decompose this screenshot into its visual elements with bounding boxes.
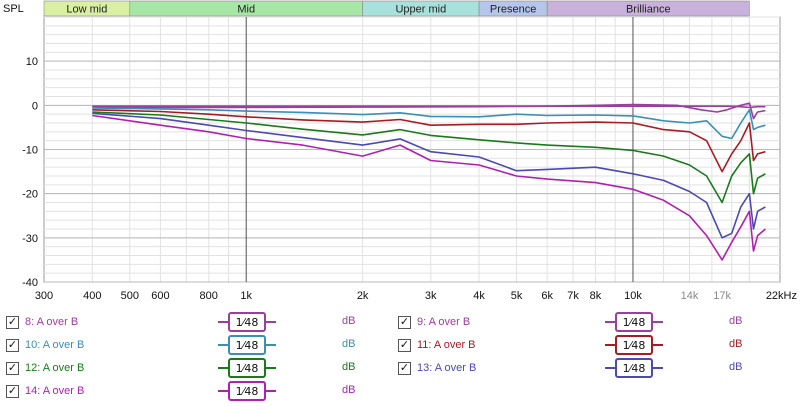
series-line-13	[92, 112, 766, 239]
smoothing-wire	[218, 344, 228, 346]
unit-label: dB	[729, 315, 743, 327]
series-line-12	[92, 111, 766, 204]
x-tick-label: 14k	[681, 290, 699, 302]
x-tick-label: 7k	[567, 290, 579, 302]
legend-label: 12: A over B	[25, 362, 85, 374]
smoothing-wire	[605, 344, 615, 346]
smoothing-wire	[605, 367, 615, 369]
smoothing-control[interactable]: 1⁄48	[605, 312, 663, 332]
x-tick-label: 5k	[511, 290, 523, 302]
checkbox[interactable]: ✓	[398, 361, 411, 375]
checkbox[interactable]: ✓	[6, 315, 19, 329]
x-tick-label: 8k	[590, 290, 602, 302]
unit-label: dB	[342, 338, 356, 350]
legend-item[interactable]: ✓ 12: A over B	[6, 358, 135, 378]
legend-label: 13: A over B	[417, 362, 477, 374]
smoothing-wire	[218, 367, 228, 369]
smoothing-wire	[266, 367, 276, 369]
legend-label: 10: A over B	[25, 339, 85, 351]
y-tick-label: 10	[26, 56, 38, 68]
x-tick-label: 4k	[473, 290, 485, 302]
y-tick-label: -40	[22, 277, 38, 289]
legend: ✓ 8: A over B 1⁄48 dB ✓ 9: A over B 1⁄48…	[0, 308, 800, 407]
legend-label: 11: A over B	[417, 339, 476, 351]
y-tick-label: 0	[32, 100, 38, 112]
series-line-11	[92, 109, 766, 173]
smoothing-wire	[218, 390, 228, 392]
smoothing-wire	[653, 367, 663, 369]
x-tick-label: 600	[151, 290, 169, 302]
smoothing-control[interactable]: 1⁄48	[605, 335, 663, 355]
smoothing-value[interactable]: 1⁄48	[615, 358, 653, 378]
y-tick-label: -30	[22, 233, 38, 245]
legend-item[interactable]: ✓ 14: A over B	[6, 381, 135, 401]
unit-label: dB	[342, 384, 356, 396]
x-tick-label: 3k	[425, 290, 437, 302]
x-tick-label: 300	[35, 290, 53, 302]
band-label: Upper mid	[395, 4, 446, 16]
checkbox[interactable]: ✓	[398, 338, 411, 352]
band-label: Low mid	[66, 4, 107, 16]
y-tick-label: -10	[22, 145, 38, 157]
x-tick-label: 10k	[624, 290, 642, 302]
smoothing-wire	[266, 344, 276, 346]
x-tick-label: 500	[121, 290, 139, 302]
x-tick-label: 2k	[357, 290, 369, 302]
unit-label: dB	[729, 361, 743, 373]
smoothing-value[interactable]: 1⁄48	[228, 381, 266, 401]
unit-label: dB	[729, 338, 743, 350]
frequency-response-chart: Low mid Mid Upper mid Presence Brilliance 10…	[3, 0, 797, 302]
unit-label: dB	[342, 315, 356, 327]
smoothing-wire	[266, 390, 276, 392]
smoothing-wire	[605, 321, 615, 323]
smoothing-control[interactable]: 1⁄48	[605, 358, 663, 378]
checkbox[interactable]: ✓	[6, 338, 19, 352]
series-line-10	[92, 107, 766, 140]
series-line-14	[92, 114, 766, 261]
smoothing-wire	[653, 321, 663, 323]
smoothing-value[interactable]: 1⁄48	[615, 335, 653, 355]
legend-item[interactable]: ✓ 10: A over B	[6, 335, 135, 355]
band-label: Mid	[237, 4, 255, 16]
smoothing-value[interactable]: 1⁄48	[228, 312, 266, 332]
smoothing-value[interactable]: 1⁄48	[228, 335, 266, 355]
smoothing-value[interactable]: 1⁄48	[228, 358, 266, 378]
legend-label: 9: A over B	[417, 316, 471, 328]
x-tick-label: 1k	[240, 290, 252, 302]
band-label: Brilliance	[626, 4, 671, 16]
y-tick-label: -20	[22, 189, 38, 201]
x-tick-label: 400	[83, 290, 101, 302]
legend-item[interactable]: ✓ 13: A over B	[398, 358, 527, 378]
x-tick-label: 17k	[713, 290, 731, 302]
y-axis-label: SPL	[3, 3, 24, 15]
smoothing-wire	[218, 321, 228, 323]
smoothing-wire	[266, 321, 276, 323]
smoothing-control[interactable]: 1⁄48	[218, 312, 276, 332]
band-label: Presence	[490, 4, 536, 16]
x-tick-label: 6k	[541, 290, 553, 302]
legend-item[interactable]: ✓ 11: A over B	[398, 335, 527, 355]
band-brilliance	[546, 0, 750, 17]
legend-item[interactable]: ✓ 8: A over B	[6, 312, 135, 332]
smoothing-wire	[653, 344, 663, 346]
smoothing-control[interactable]: 1⁄48	[218, 335, 276, 355]
series-line-9	[92, 102, 766, 120]
checkbox[interactable]: ✓	[398, 315, 411, 329]
legend-item[interactable]: ✓ 9: A over B	[398, 312, 527, 332]
checkbox[interactable]: ✓	[6, 361, 19, 375]
series-line-8	[92, 105, 766, 109]
x-tick-label: 22kHz	[766, 290, 797, 302]
legend-label: 14: A over B	[25, 385, 85, 397]
smoothing-value[interactable]: 1⁄48	[615, 312, 653, 332]
unit-label: dB	[342, 361, 356, 373]
legend-label: 8: A over B	[25, 316, 79, 328]
x-tick-label: 800	[200, 290, 218, 302]
smoothing-control[interactable]: 1⁄48	[218, 358, 276, 378]
checkbox[interactable]: ✓	[6, 384, 19, 398]
smoothing-control[interactable]: 1⁄48	[218, 381, 276, 401]
